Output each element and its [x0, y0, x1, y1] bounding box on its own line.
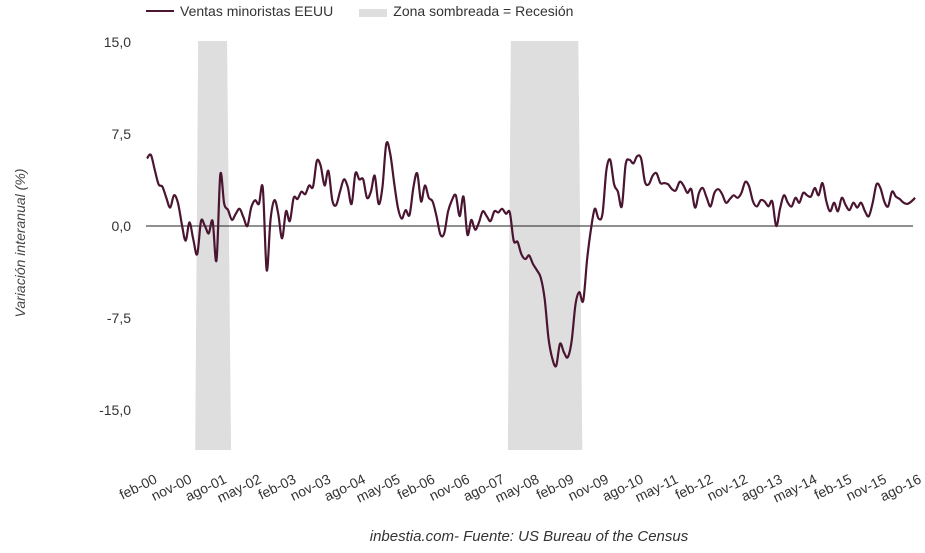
y-tick-label: 15,0	[104, 34, 131, 50]
recession-shading-group	[195, 41, 583, 450]
x-tick-label: ago-16	[877, 471, 923, 505]
y-tick-label: -15,0	[99, 402, 131, 418]
legend: Ventas minoristas EEUU Zona sombreada = …	[146, 2, 597, 20]
x-axis-ticks: feb-00nov-00ago-01may-02feb-03nov-03ago-…	[117, 471, 924, 506]
y-tick-label: 0,0	[112, 218, 132, 234]
source-note: inbestia.com- Fuente: US Bureau of the C…	[369, 528, 689, 545]
legend-item-recession: Zona sombreada = Recesión	[357, 3, 573, 19]
legend-line-swatch	[146, 10, 174, 12]
legend-shade-label: Zona sombreada = Recesión	[393, 3, 574, 19]
recession-band-1	[195, 41, 232, 450]
legend-item-series: Ventas minoristas EEUU	[146, 3, 333, 19]
y-axis-title: Variación interanual (%)	[12, 168, 28, 318]
legend-shade-swatch	[359, 8, 388, 17]
recession-band-2	[507, 41, 583, 450]
y-tick-label: 7,5	[112, 126, 132, 142]
y-axis-ticks: 15,0 7,5 0,0 -7,5 -15,0	[99, 34, 131, 418]
y-tick-label: -7,5	[107, 310, 131, 326]
series-line-ventas-minoristas	[146, 141, 916, 368]
legend-series-label: Ventas minoristas EEUU	[180, 3, 334, 19]
